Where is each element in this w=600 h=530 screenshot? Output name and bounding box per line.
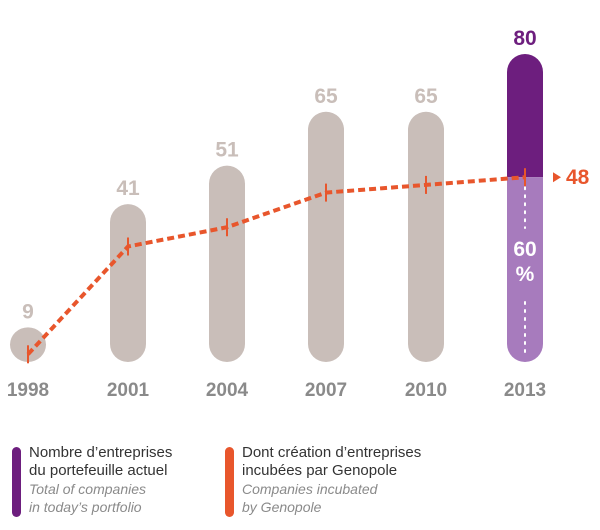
bar-value-label: 65 xyxy=(414,85,438,108)
bar-value-label: 9 xyxy=(22,300,34,323)
legend-incubated-en-line1: Companies incubated xyxy=(242,481,378,497)
bar-value-label: 41 xyxy=(116,177,140,200)
bar-2013-total-part xyxy=(507,54,543,178)
legend-portfolio-fr-line1: Nombre d’entreprises xyxy=(29,444,173,461)
x-tick-label: 2001 xyxy=(107,380,150,401)
x-tick-label: 2004 xyxy=(206,380,249,401)
legend-incubated-fr-line2: incubées par Genopole xyxy=(242,462,398,479)
bar-2010 xyxy=(408,111,444,362)
bar-2007 xyxy=(308,111,344,362)
end-arrow-icon xyxy=(553,172,561,183)
bar-2004 xyxy=(209,165,245,362)
bar-value-label: 80 xyxy=(513,27,536,50)
legend-portfolio-fr-line2: du portefeuille actuel xyxy=(29,462,168,479)
legend-incubated-en-line2: by Genopole xyxy=(242,499,322,515)
legend-swatch-incubated xyxy=(225,447,234,517)
share-percent-unit: % xyxy=(516,263,535,286)
bar-2001 xyxy=(110,204,146,362)
legend-portfolio-en-line1: Total of companies xyxy=(29,481,146,497)
x-tick-label: 2010 xyxy=(405,380,447,401)
bar-1998 xyxy=(10,327,46,362)
share-percent-value: 60 xyxy=(513,238,536,261)
bar-value-label: 65 xyxy=(314,85,338,108)
x-tick-label: 2013 xyxy=(504,380,546,401)
bar-2013-incubated-part xyxy=(507,177,543,362)
bar-line-chart: 60% 9 1998 41 2001 51 2004 65 2007 65 2010 80 2013 4… xyxy=(7,27,590,401)
legend-incubated-fr-line1: Dont création d’entreprises xyxy=(242,444,422,461)
incubated-series-line xyxy=(26,175,526,356)
bar-value-label: 51 xyxy=(215,139,239,162)
x-tick-label: 1998 xyxy=(7,380,49,401)
incubated-end-value-label: 48 xyxy=(566,166,590,189)
legend-swatch-portfolio xyxy=(12,447,21,517)
x-tick-label: 2007 xyxy=(305,380,347,401)
legend-portfolio-en-line2: in today’s portfolio xyxy=(29,499,142,515)
